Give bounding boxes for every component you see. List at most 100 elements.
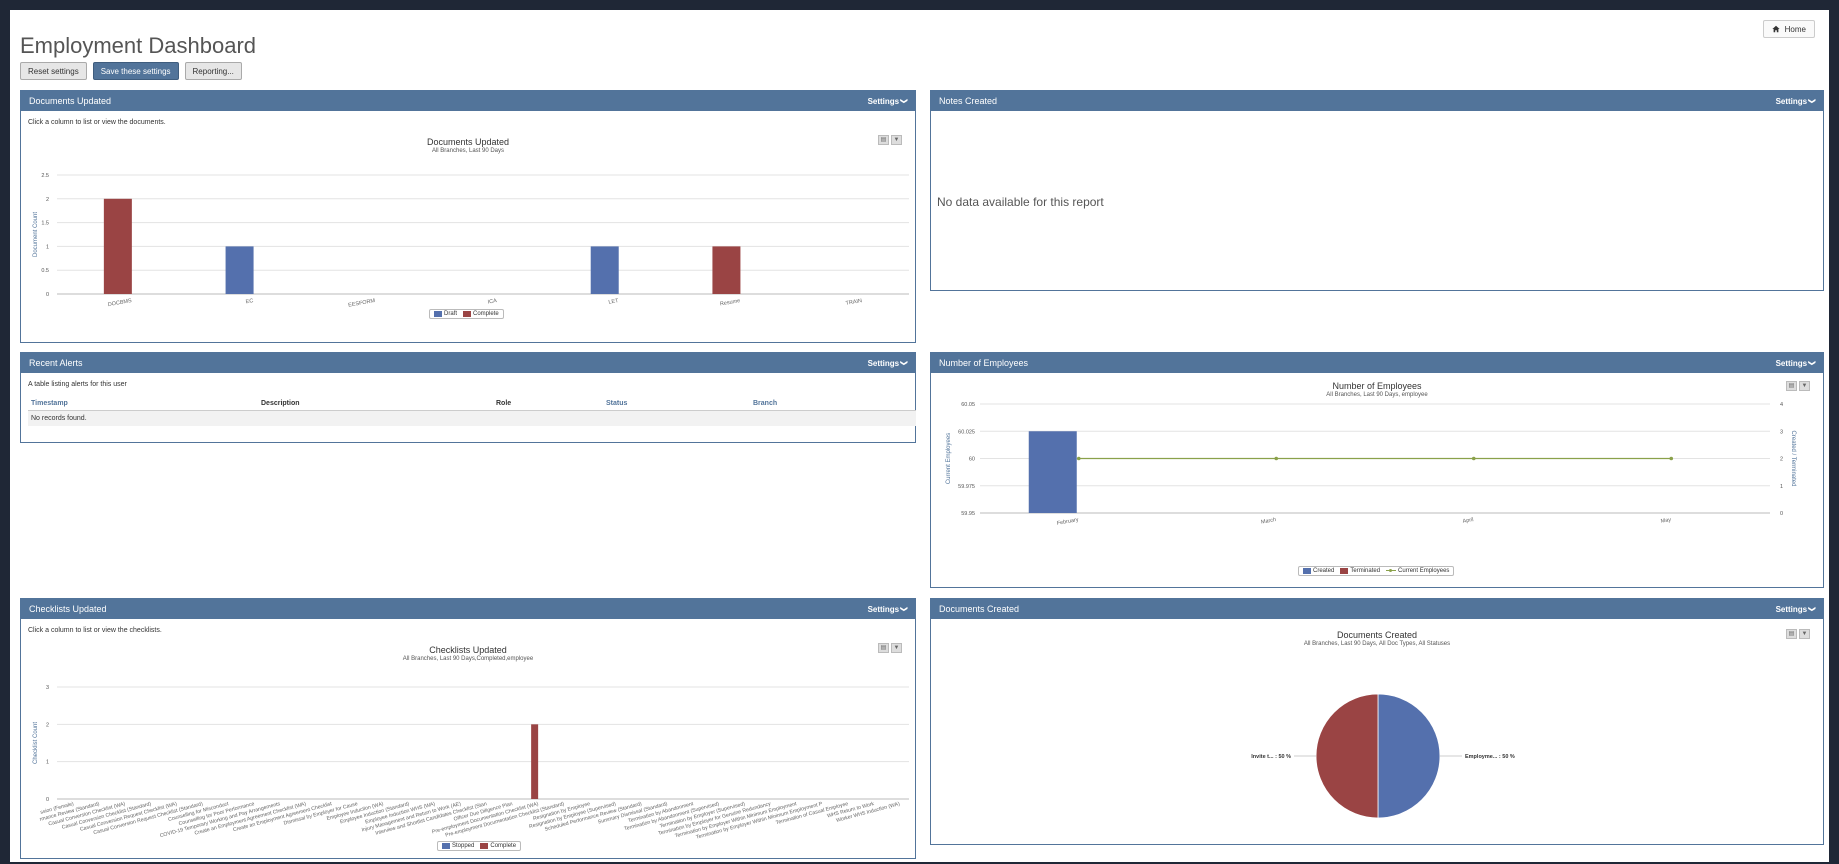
bar-draft[interactable]	[590, 246, 619, 294]
settings-dropdown[interactable]: Settings ❯	[1776, 605, 1816, 614]
settings-dropdown[interactable]: Settings ❯	[867, 604, 908, 614]
download-icon[interactable]: ▼	[891, 135, 902, 145]
y-tick-label: 1.5	[41, 221, 49, 227]
y-tick-label: 0	[46, 797, 49, 803]
settings-label: Settings	[867, 358, 900, 368]
settings-dropdown[interactable]: Settings ❯	[867, 358, 908, 368]
chart-subtitle: All Branches, Last 90 Days, employee	[1326, 392, 1428, 398]
chart-title: Number of Employees	[1332, 381, 1422, 391]
chart-title: Documents Updated	[426, 137, 510, 147]
x-tick-label: EESFORM	[348, 298, 376, 309]
legend-label: Created	[1313, 568, 1335, 574]
point-current-employees	[1471, 456, 1476, 461]
settings-label: Settings	[867, 604, 900, 614]
legend-label: Draft	[444, 311, 458, 317]
no-data-message: No data available for this report	[937, 195, 1104, 209]
legend-swatch	[434, 311, 442, 317]
panel-header: Documents Updated Settings ❯	[21, 91, 915, 111]
number-of-employees-chart[interactable]: 59.95 59.975 60 60.025 60.05 0 1 2 3 4 Current Emp…	[931, 397, 1825, 567]
download-icon[interactable]: ▼	[891, 643, 902, 653]
chart-title: Checklists Updated	[429, 645, 507, 655]
pie-slice-1[interactable]	[1315, 693, 1379, 819]
settings-label: Settings	[1775, 96, 1808, 106]
home-button[interactable]: Home	[1762, 20, 1815, 38]
print-icon[interactable]: ▤	[1786, 381, 1797, 391]
x-tick-label: February	[1056, 517, 1079, 527]
y-tick-label: 59.95	[961, 511, 975, 517]
pie-slice-0[interactable]	[1377, 693, 1441, 819]
y-tick-label: 60.025	[958, 429, 975, 435]
column-header-status[interactable]: Status	[603, 397, 750, 411]
reporting-button[interactable]: Reporting...	[184, 62, 242, 80]
column-header-branch[interactable]: Branch	[750, 397, 916, 411]
alerts-table: Timestamp Description Role Status Branch…	[28, 397, 916, 426]
documents-created-chart[interactable]: Employme... : 50 % Invite t... : 50 %	[931, 651, 1825, 841]
chart-legend: Stopped Complete	[437, 841, 522, 851]
download-icon[interactable]: ▼	[1799, 629, 1810, 639]
settings-dropdown[interactable]: Settings ❯	[867, 96, 908, 106]
column-header-timestamp[interactable]: Timestamp	[28, 397, 258, 411]
legend-label: Complete	[473, 311, 499, 317]
settings-label: Settings	[867, 96, 900, 106]
dashboard-window: Employment Dashboard Home Reset settings…	[10, 10, 1829, 862]
chart-legend: Draft Complete	[429, 309, 504, 319]
y2-tick-label: 3	[1780, 429, 1783, 435]
y-axis-label: Current Employees	[946, 433, 952, 484]
print-icon[interactable]: ▤	[1786, 629, 1797, 639]
empty-table-message: No records found.	[28, 410, 916, 426]
legend-item-complete[interactable]: Complete	[480, 843, 516, 849]
x-tick-label: LET	[608, 298, 620, 306]
chevron-down-icon: ❯	[900, 98, 908, 104]
documents-updated-chart[interactable]: 0 0.5 1 1.5 2 2.5 Document Count DOCBMS EC EESFOR…	[21, 153, 917, 343]
legend-item-draft[interactable]: Draft	[434, 311, 457, 317]
x-tick-label: May	[1660, 517, 1672, 525]
legend-item-created[interactable]: Created	[1303, 568, 1334, 574]
save-settings-button[interactable]: Save these settings	[92, 62, 179, 80]
point-current-employees	[1669, 456, 1674, 461]
print-icon[interactable]: ▤	[878, 643, 889, 653]
bar-complete[interactable]	[531, 724, 539, 799]
settings-dropdown[interactable]: Settings ❯	[1776, 359, 1816, 368]
bar-complete[interactable]	[103, 198, 132, 294]
settings-dropdown[interactable]: Settings ❯	[1775, 96, 1816, 106]
legend-label: Complete	[490, 843, 517, 849]
toolbar: Reset settings Save these settings Repor…	[20, 62, 242, 80]
column-header-description: Description	[258, 397, 493, 411]
download-icon[interactable]: ▼	[1799, 381, 1810, 391]
legend-item-terminated[interactable]: Terminated	[1340, 568, 1380, 574]
panel-header: Checklists Updated Settings ❯	[21, 599, 915, 619]
table-row: No records found.	[28, 410, 916, 426]
legend-item-current-employees[interactable]: Current Employees	[1386, 568, 1449, 574]
legend-item-stopped[interactable]: Stopped	[442, 843, 474, 849]
notes-created-panel: Notes Created Settings ❯ No data availabl…	[930, 90, 1824, 291]
y-tick-label: 1	[46, 760, 49, 766]
print-icon[interactable]: ▤	[878, 135, 889, 145]
chart-legend: Created Terminated Current Employees	[1298, 566, 1455, 576]
bar-draft[interactable]	[225, 246, 254, 294]
chevron-down-icon: ❯	[1808, 98, 1816, 104]
column-header-role: Role	[493, 397, 603, 411]
panel-body: Documents Created All Branches, Last 90 …	[931, 619, 1823, 844]
chevron-down-icon: ❯	[900, 606, 908, 612]
panel-title: Documents Created	[939, 604, 1020, 614]
y-tick-label: 60.05	[961, 402, 975, 408]
point-current-employees	[1274, 456, 1279, 461]
chevron-down-icon: ❯	[900, 360, 908, 366]
reset-settings-button[interactable]: Reset settings	[20, 62, 87, 80]
home-icon	[1772, 25, 1780, 33]
panel-title: Recent Alerts	[29, 358, 83, 368]
panel-hint: Click a column to list or view the docum…	[28, 119, 166, 126]
panel-header: Recent Alerts Settings ❯	[21, 353, 915, 373]
pie-label: Invite t... : 50 %	[1251, 754, 1291, 760]
y-tick-label: 2	[46, 722, 49, 728]
page-title: Employment Dashboard	[20, 32, 257, 58]
chart-subtitle: All Branches, Last 90 Days	[431, 148, 505, 154]
bar-complete[interactable]	[712, 246, 741, 294]
bar-created[interactable]	[1028, 431, 1077, 513]
legend-item-complete[interactable]: Complete	[463, 311, 499, 317]
y-tick-label: 2.5	[41, 173, 49, 179]
x-tick-label: DOCBMS	[107, 298, 132, 308]
y-tick-label: 59.975	[958, 484, 975, 490]
legend-swatch	[1340, 568, 1349, 574]
